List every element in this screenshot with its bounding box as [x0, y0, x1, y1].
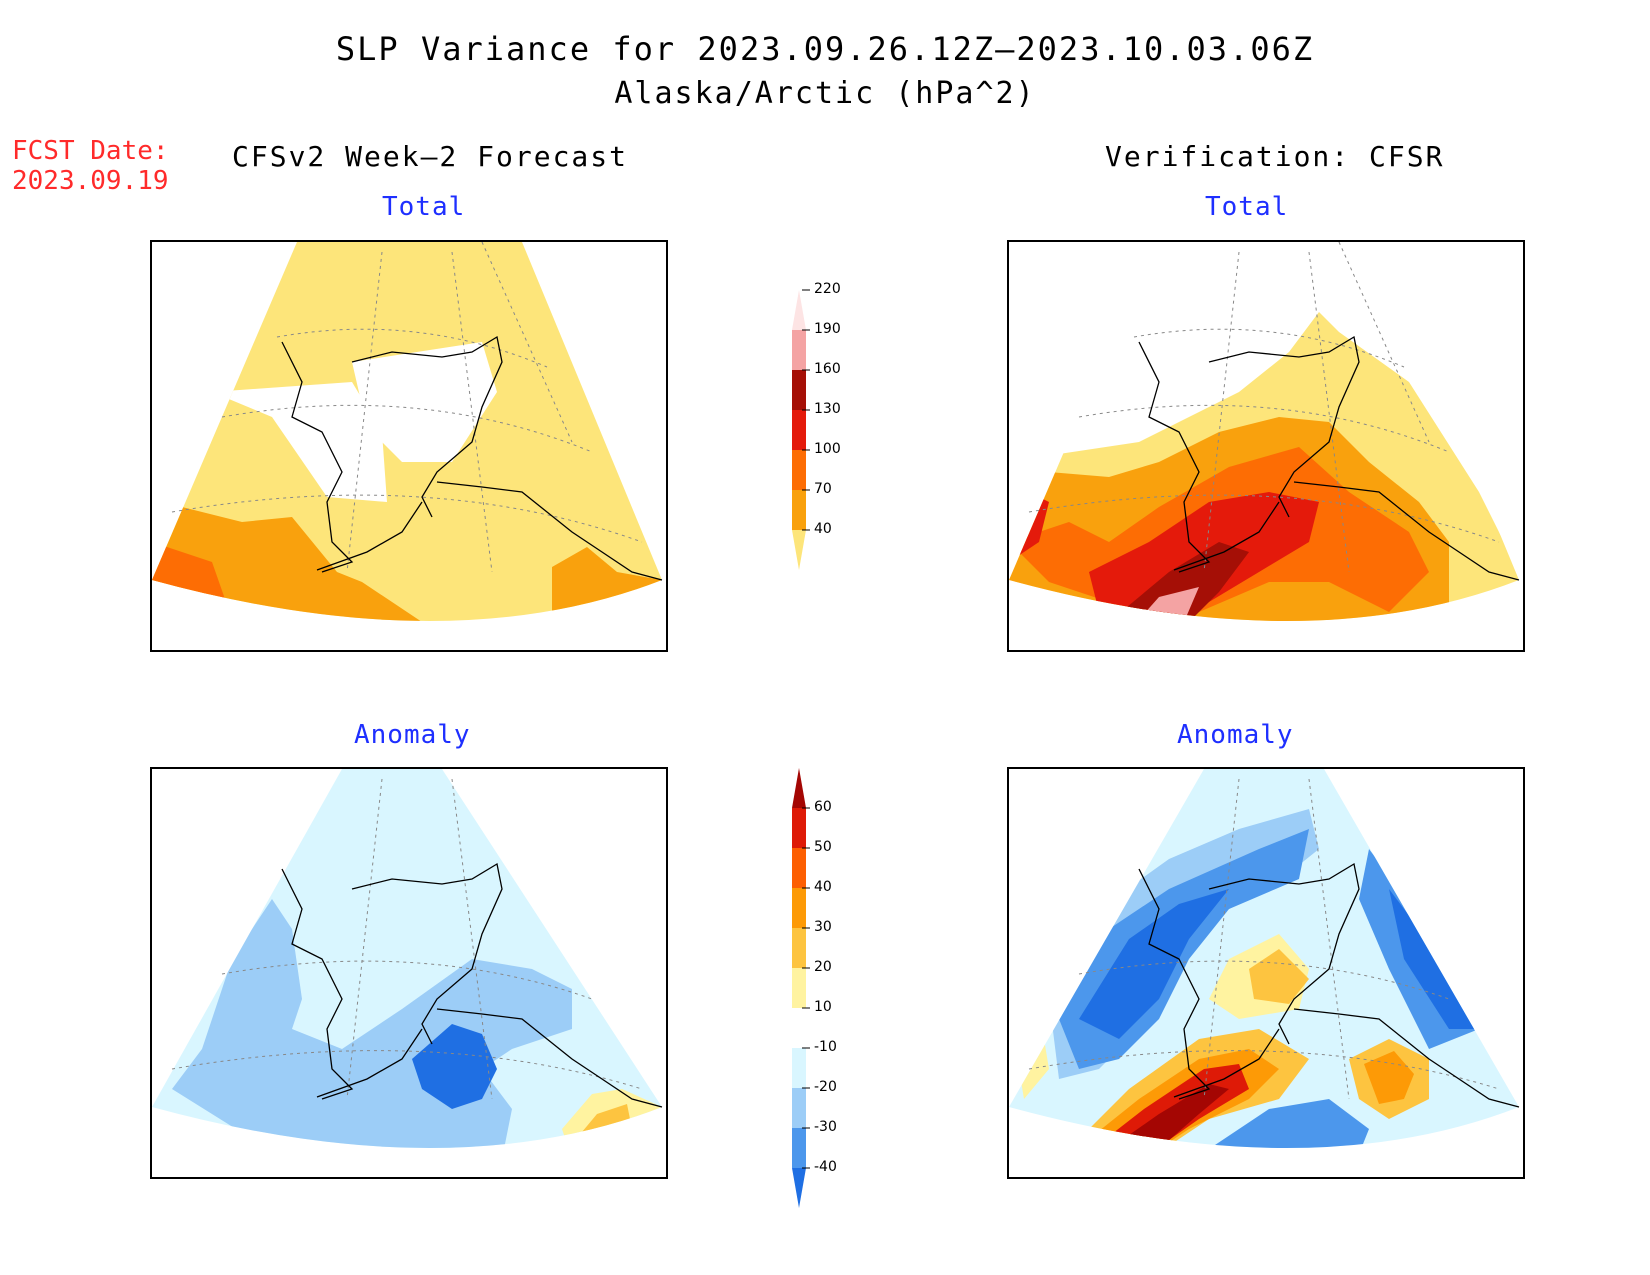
colorbar-label: -10 [814, 1039, 837, 1055]
forecast-anomaly-map [150, 767, 668, 1179]
colorbar-swatch [792, 530, 806, 570]
colorbar-swatch [792, 1128, 806, 1168]
forecast-total-map [150, 240, 668, 652]
colorbar-label: 70 [814, 481, 832, 497]
colorbar-label: 40 [814, 521, 832, 537]
colorbar-swatch [792, 768, 806, 808]
colorbar-label: 20 [814, 959, 832, 975]
colorbar-swatch [792, 1168, 806, 1208]
verification-total-title: Total [1205, 192, 1289, 222]
colorbar-swatch [792, 290, 806, 330]
forecast-date-label: FCST Date: [12, 136, 169, 166]
colorbar-label: 60 [814, 799, 832, 815]
colorbar-swatch [792, 848, 806, 888]
colorbar-label: -20 [814, 1079, 837, 1095]
verification-total-map [1007, 240, 1525, 652]
colorbar-swatch [792, 410, 806, 450]
colorbar-swatch [792, 888, 806, 928]
forecast-date-value: 2023.09.19 [12, 166, 169, 196]
colorbar-swatch [792, 968, 806, 1008]
chart-subtitle: Alaska/Arctic (hPa^2) [614, 76, 1036, 111]
colorbar-label: 160 [814, 361, 841, 377]
forecast-column-heading: CFSv2 Week—2 Forecast [232, 140, 629, 173]
colorbar-swatch [792, 928, 806, 968]
verification-anomaly-title: Anomaly [1177, 720, 1294, 750]
colorbar-swatch [792, 1088, 806, 1128]
colorbar-label: 30 [814, 919, 832, 935]
colorbar-label: 130 [814, 401, 841, 417]
colorbar-label: -30 [814, 1119, 837, 1135]
colorbar-label: 100 [814, 441, 841, 457]
colorbar-label: 40 [814, 879, 832, 895]
colorbar-label: 220 [814, 281, 841, 297]
colorbar-label: 190 [814, 321, 841, 337]
chart-title: SLP Variance for 2023.09.26.12Z—2023.10.… [335, 30, 1315, 68]
colorbar-swatch [792, 490, 806, 530]
colorbar-swatch [792, 370, 806, 410]
colorbar-swatch [792, 330, 806, 370]
colorbar-swatch [792, 1008, 806, 1048]
colorbar-swatch [792, 808, 806, 848]
forecast-anomaly-title: Anomaly [354, 720, 471, 750]
verification-anomaly-map [1007, 767, 1525, 1179]
anomaly-colorbar: -40 -30 -20 -10 10 20 30 40 50 60 [790, 760, 870, 1210]
colorbar-swatch [792, 450, 806, 490]
forecast-total-title: Total [382, 192, 466, 222]
verification-column-heading: Verification: CFSR [1105, 140, 1445, 173]
total-colorbar: 40 70 100 130 160 190 220 [790, 280, 870, 610]
colorbar-label: 50 [814, 839, 832, 855]
colorbar-swatch [792, 1048, 806, 1088]
colorbar-label: 10 [814, 999, 832, 1015]
colorbar-label: -40 [814, 1159, 837, 1175]
